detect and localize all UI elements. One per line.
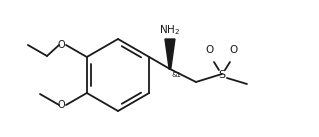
Text: NH$_2$: NH$_2$ (160, 23, 181, 37)
Text: O: O (57, 100, 65, 110)
Polygon shape (165, 39, 175, 69)
Text: O: O (206, 45, 214, 55)
Text: O: O (57, 40, 65, 50)
Text: O: O (230, 45, 238, 55)
Text: S: S (219, 70, 226, 80)
Text: &1: &1 (172, 72, 182, 78)
